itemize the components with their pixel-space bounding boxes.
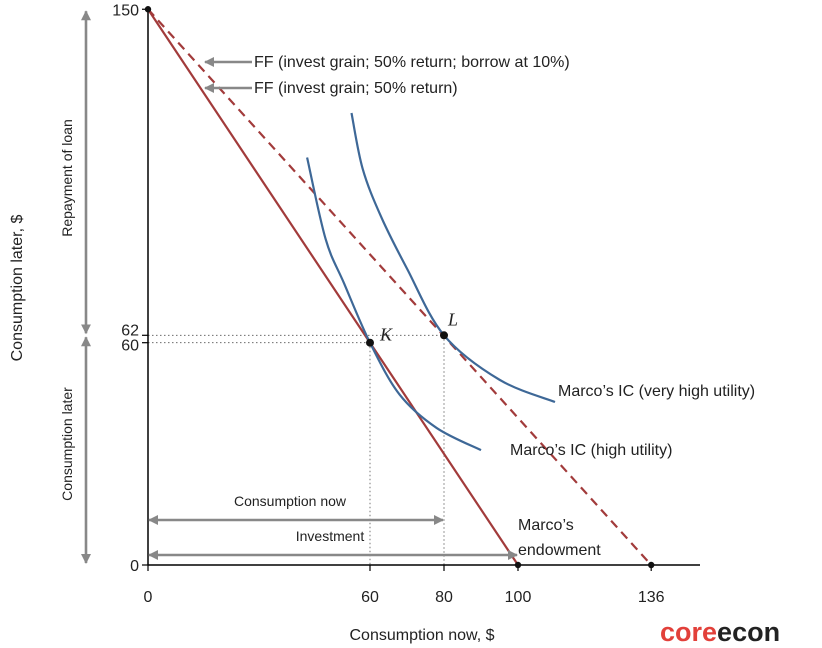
logo-econ: econ — [717, 617, 780, 647]
x-ticks: 0 60 80 100 136 — [144, 565, 665, 606]
x-tick-label: 100 — [505, 589, 532, 606]
x-tick-label: 80 — [435, 589, 453, 606]
y-tick-label: 0 — [130, 558, 139, 575]
logo-core: core — [660, 617, 717, 647]
x-tick-label: 136 — [638, 589, 665, 606]
annotation-endowment-2: endowment — [518, 542, 601, 559]
annotation-ff-borrow: FF (invest grain; 50% return; borrow at … — [254, 54, 570, 71]
series-line-0 — [147, 8, 519, 566]
series-line-1 — [147, 8, 653, 566]
points-layer: KL — [144, 6, 655, 569]
annotation-ic-very-high: Marco’s IC (very high utility) — [558, 383, 755, 400]
x-axis-title: Consumption now, $ — [350, 627, 495, 644]
series-line-2 — [306, 157, 482, 452]
y-axis-title: Consumption later, $ — [9, 215, 26, 362]
guide-lines — [148, 334, 445, 565]
y-tick-label: 60 — [121, 338, 139, 355]
bracket-label-investment: Investment — [296, 528, 365, 544]
x-tick-label: 60 — [361, 589, 379, 606]
x-tick-label: 0 — [144, 589, 153, 606]
intercept-point — [144, 6, 152, 13]
point-K — [366, 338, 374, 347]
brackets-layer — [81, 10, 518, 564]
intercept-point — [648, 561, 655, 569]
annotation-ff: FF (invest grain; 50% return) — [254, 80, 458, 97]
annotation-endowment-1: Marco’s — [518, 517, 574, 534]
series-line-3 — [350, 112, 556, 404]
point-L — [440, 331, 448, 340]
coreecon-logo: coreecon — [660, 617, 780, 647]
intercept-point — [514, 561, 522, 569]
bracket-label-consumption-now: Consumption now — [234, 493, 347, 509]
bracket-label-repayment: Repayment of loan — [59, 119, 75, 237]
point-label-K: K — [379, 325, 393, 345]
bracket-label-consumption-later: Consumption later — [59, 387, 75, 501]
point-label-L: L — [447, 309, 458, 329]
y-tick-label: 62 — [121, 322, 139, 339]
annotation-ic-high: Marco’s IC (high utility) — [510, 442, 672, 459]
y-tick-label: 150 — [112, 2, 139, 19]
